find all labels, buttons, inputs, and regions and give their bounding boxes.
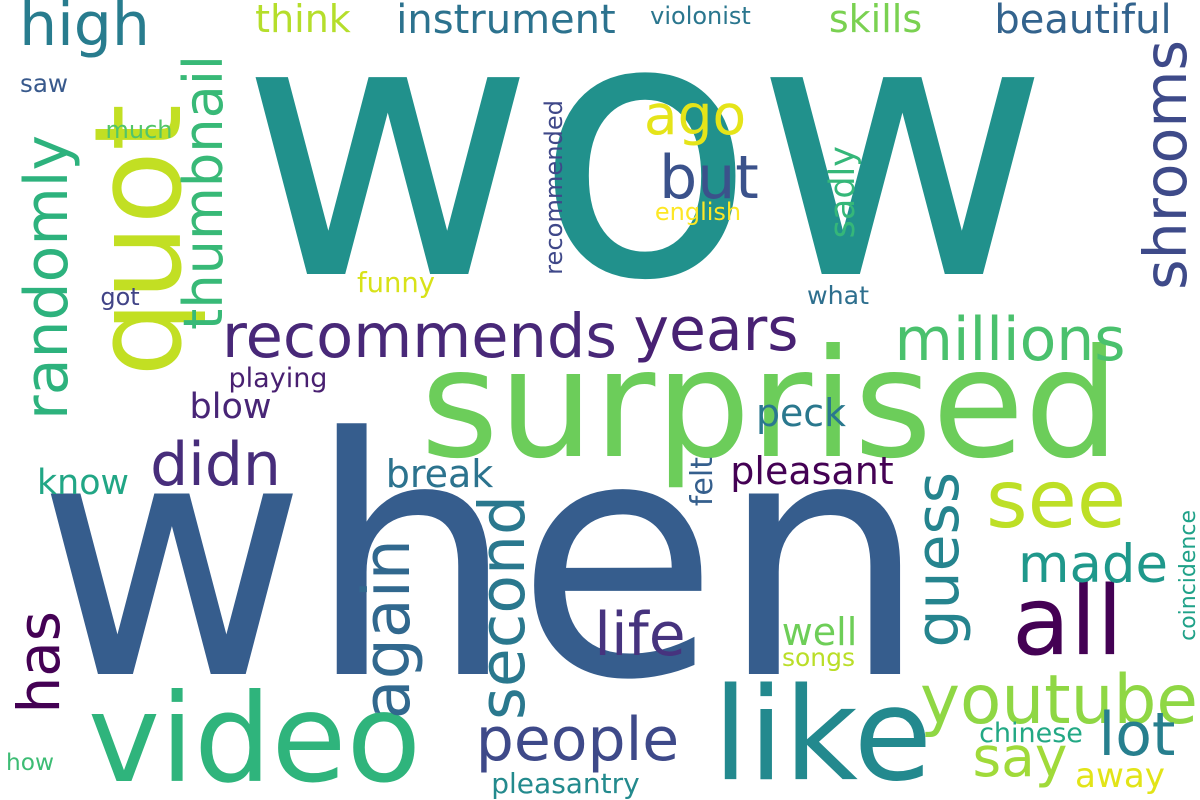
word-life: life [594,600,686,670]
word-youtube: youtube [920,660,1198,740]
word-beautiful: beautiful [994,0,1172,43]
word-got: got [100,283,140,311]
word-people: people [475,705,680,775]
word-well: well [781,610,858,654]
word-randomly: randomly [11,135,82,420]
word-didn: didn [150,430,281,500]
word-playing: playing [228,363,328,394]
word-ago: ago [643,83,747,147]
word-say: say [972,725,1068,789]
word-but: but [659,143,759,213]
word-all: all [1011,567,1123,677]
word-second: second [464,495,539,720]
word-surprised: surprised [420,318,1120,492]
word-chinese: chinese [979,718,1083,749]
word-made: made [1018,533,1168,595]
word-has: has [5,611,73,714]
word-see: see [985,453,1127,546]
word-sadly: sadly [823,146,863,239]
word-shrooms: shrooms [1131,40,1200,290]
word-much: much [105,116,173,144]
word-recommended: recommended [540,100,569,275]
word-blow: blow [189,387,272,427]
word-funny: funny [357,268,435,300]
word-coincidence: coincidence [1176,509,1200,641]
word-like: like [712,661,933,800]
word-high: high [19,0,150,60]
word-when: when [36,368,929,752]
word-lot: lot [1098,700,1176,770]
word-peck: peck [756,391,846,436]
word-recommends: recommends [222,302,617,373]
word-years: years [633,295,799,365]
word-pleasant: pleasant [730,449,894,493]
word-video: video [87,668,422,800]
word-know: know [37,462,129,503]
word-wow: wow [240,0,1050,359]
word-songs: songs [781,643,856,672]
word-away: away [1075,755,1165,796]
word-english: english [654,198,742,226]
word-think: think [255,0,351,41]
word-break: break [385,452,494,496]
word-instrument: instrument [396,0,616,43]
word-violonist: violonist [650,2,751,30]
word-again: again [350,539,425,720]
word-felt: felt [685,456,720,507]
word-pleasantry: pleasantry [491,767,640,800]
word-thumbnail: thumbnail [172,55,236,330]
word-saw: saw [20,69,68,99]
word-skills: skills [828,0,923,41]
word-millions: millions [894,305,1126,375]
word-how: how [6,748,54,776]
word-what: what [807,281,869,311]
word-guess: guess [903,472,973,648]
